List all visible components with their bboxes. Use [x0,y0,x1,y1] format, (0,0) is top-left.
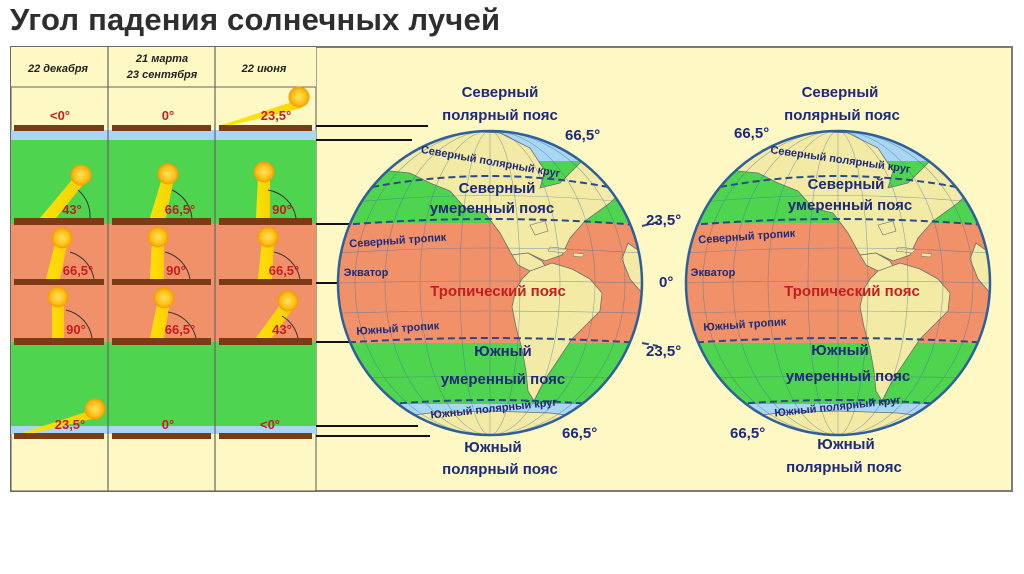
angle-arcs [65,189,301,339]
angle-label: 23,5° [55,417,86,432]
column-header-december: 22 декабря [27,63,89,75]
tropical-belt-label: Тропический пояс [430,283,566,300]
sun-icon [47,86,310,420]
angle-label: 90° [272,202,292,217]
angle-label: 90° [66,322,86,337]
angle-label: <0° [50,108,70,123]
south-temperate-label: Южный [474,343,531,360]
column-header-march: 21 марта [135,53,188,65]
angle-label: 66,5° [165,202,196,217]
north-temperate-label: Северный [459,180,536,197]
angle-label: 43° [62,202,82,217]
globe-right-labels: Северный полярный пояс Северный полярный… [691,84,920,476]
tropic-south-label: Южный тропик [703,316,787,334]
angle-label: 0° [162,417,174,432]
globe-left [336,129,659,437]
south-polar-label: полярный пояс [442,461,558,478]
south-temperate-label: умеренный пояс [441,371,566,388]
equator-label: Экватор [691,267,736,279]
angle-label: 66,5° [165,322,196,337]
latitude-degree: 66,5° [734,125,769,142]
latitude-degree: 66,5° [730,425,765,442]
angle-label: 43° [272,322,292,337]
latitude-degree: 23,5° [646,212,681,229]
north-polar-label: Северный [462,84,539,101]
latitude-degree: 0° [659,274,673,291]
north-temperate-label: Северный [808,176,885,193]
south-temperate-label: умеренный пояс [786,368,911,385]
latitude-degree: 23,5° [646,343,681,360]
north-temperate-label: умеренный пояс [788,197,913,214]
north-polar-label: Северный [802,84,879,101]
page-title: Угол падения солнечных лучей [10,2,501,37]
tropical-belt-label: Тропический пояс [784,283,920,300]
north-polar-label: полярный пояс [784,107,900,124]
angle-label: 90° [166,263,186,278]
column-header-june: 22 июня [241,63,287,75]
tropic-south-label: Южный тропик [356,320,440,338]
equator-label: Экватор [344,267,389,279]
latitude-degree: 66,5° [565,127,600,144]
column-header-september: 23 сентября [126,69,198,81]
angle-label: 0° [162,108,174,123]
globe-right [684,129,992,437]
angle-label: <0° [260,417,280,432]
south-polar-label: Южный [464,439,521,456]
north-polar-label: полярный пояс [442,107,558,124]
north-temperate-label: умеренный пояс [430,200,555,217]
south-temperate-label: Южный [811,342,868,359]
angle-label: 23,5° [261,108,292,123]
south-polar-label: полярный пояс [786,459,902,476]
south-polar-label: Южный [817,436,874,453]
latitude-degree: 66,5° [562,425,597,442]
sun-rays [22,100,302,433]
angle-label: 66,5° [269,263,300,278]
angle-label: 66,5° [63,263,94,278]
angle-table: 22 декабря 21 марта 23 сентября 22 июня [10,46,317,492]
